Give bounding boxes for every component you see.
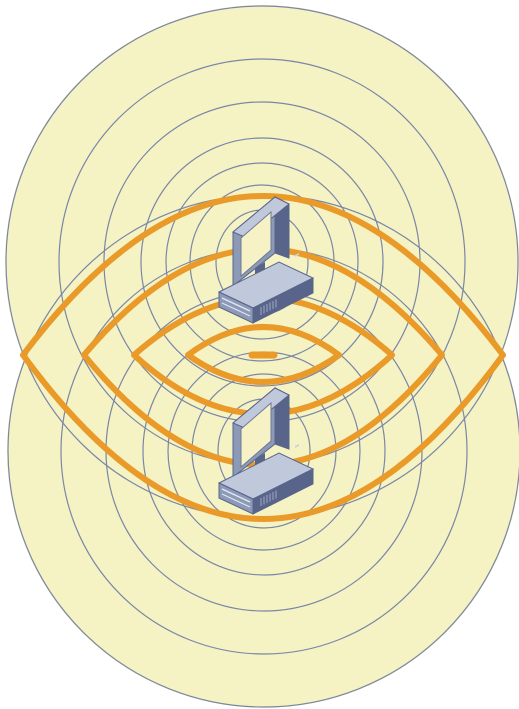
interference-lines (20, 193, 506, 522)
desktop-computer-icon (217, 195, 315, 324)
interference-line (131, 295, 395, 417)
computers (217, 195, 315, 515)
desktop-computer-icon (217, 386, 315, 515)
interference-line (185, 324, 342, 385)
wave-ring (165, 162, 359, 362)
wave-ring (140, 137, 384, 387)
interference-line (81, 246, 445, 468)
interference-line (20, 193, 506, 522)
